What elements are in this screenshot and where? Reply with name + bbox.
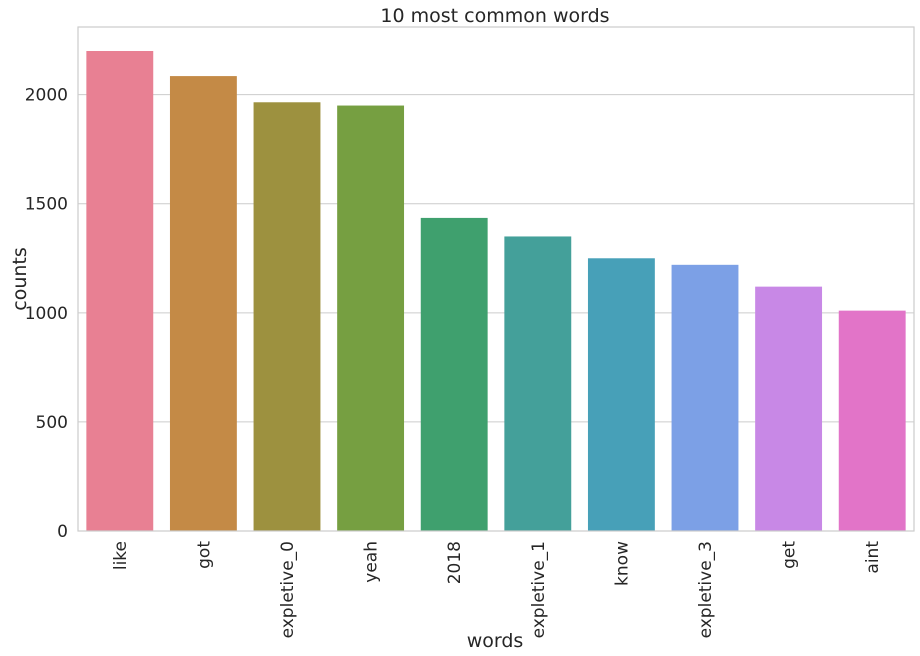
x-tick-label: expletive_1 (529, 541, 549, 638)
x-tick-label: 2018 (445, 541, 465, 584)
x-tick-label: yeah (362, 541, 382, 583)
x-tick-label: got (194, 541, 214, 569)
bars (86, 51, 906, 532)
bar-aint (838, 310, 906, 531)
x-tick-label: know (612, 541, 632, 586)
bar-got (169, 76, 237, 531)
x-tick-label: aint (863, 541, 883, 574)
x-tick-label: get (780, 541, 800, 569)
bar-yeah (337, 105, 405, 531)
y-tick-label: 2000 (25, 86, 68, 106)
x-tick-label: expletive_3 (696, 541, 716, 638)
bar-expletive_3 (671, 264, 739, 531)
bar-expletive_1 (504, 236, 572, 532)
y-tick-labels: 0 500 1000 1500 2000 (25, 86, 68, 542)
x-axis-label: words (467, 630, 524, 652)
bar-2018 (420, 217, 488, 531)
y-axis-label: counts (9, 247, 31, 311)
x-tick-labels: like got expletive_0 yeah 2018 expletive_1 kno… (111, 541, 883, 639)
chart-title: 10 most common words (380, 5, 609, 27)
y-tick-label: 1500 (25, 195, 68, 215)
y-tick-label: 500 (36, 413, 68, 433)
y-tick-label: 0 (57, 522, 68, 542)
y-tick-label: 1000 (25, 304, 68, 324)
bar-like (86, 51, 154, 531)
bar-know (587, 258, 655, 531)
x-tick-label: like (111, 541, 131, 570)
plot-frame (77, 26, 915, 532)
x-tick-label: expletive_0 (278, 541, 298, 638)
bar-get (755, 286, 823, 531)
bar-expletive_0 (253, 102, 321, 531)
